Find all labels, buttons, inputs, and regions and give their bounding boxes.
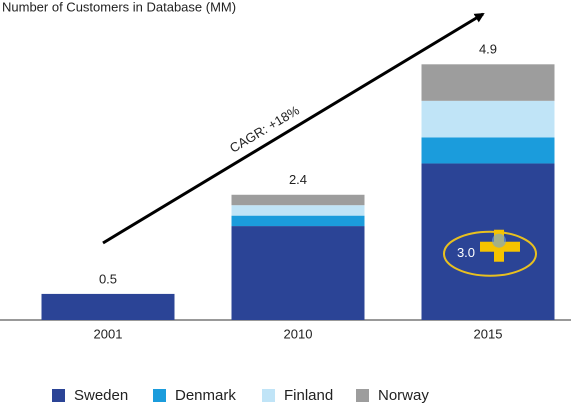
- total-label: 0.5: [99, 271, 117, 286]
- bar-segment: [421, 64, 555, 101]
- legend-label: Norway: [378, 387, 429, 403]
- total-label: 4.9: [479, 42, 497, 57]
- legend-swatch: [52, 389, 65, 402]
- flag-glow: [492, 233, 506, 248]
- x-tick-label: 2015: [474, 326, 503, 341]
- value-label: 3.0: [457, 245, 475, 260]
- flag-ring: [443, 230, 537, 277]
- x-tick-label: 2001: [94, 326, 123, 341]
- total-label: 2.4: [289, 172, 307, 187]
- legend-label: Denmark: [175, 387, 236, 403]
- bar-segment: [231, 226, 365, 320]
- bar-segment: [41, 293, 175, 320]
- bar-segment: [231, 194, 365, 206]
- bar-segment: [421, 137, 555, 164]
- legend-swatch: [356, 389, 369, 402]
- legend-label: Sweden: [74, 387, 128, 403]
- bar-segment: [231, 215, 365, 227]
- bar-segment: [421, 163, 555, 320]
- bar-segment: [231, 205, 365, 216]
- chart-title: Number of Customers in Database (MM): [2, 0, 236, 14]
- x-tick-label: 2010: [284, 326, 313, 341]
- legend-swatch: [153, 389, 166, 402]
- legend-swatch: [262, 389, 275, 402]
- legend-label: Finland: [284, 387, 333, 403]
- bar-segment: [421, 100, 555, 138]
- cagr-arrow: [102, 12, 485, 245]
